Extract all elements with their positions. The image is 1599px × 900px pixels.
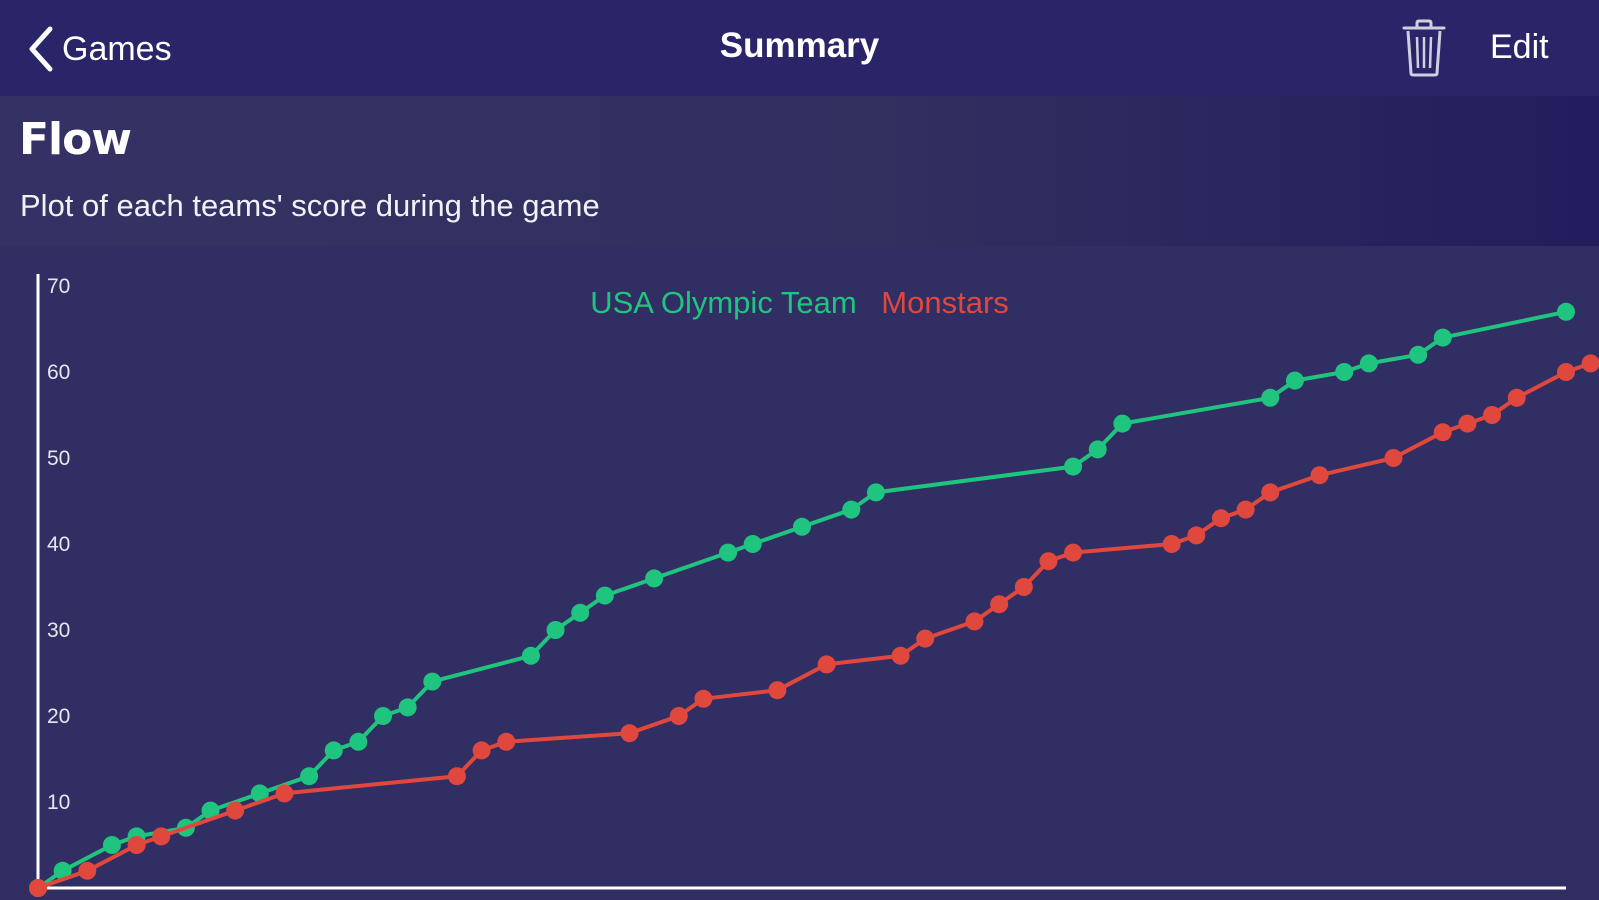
y-tick-label: 30 [47, 619, 70, 642]
data-point [1285, 371, 1304, 390]
chart-svg: 10 20 30 40 50 60 70 [29, 274, 1599, 897]
data-point [1187, 526, 1206, 545]
legend-item-monstars: Monstars [881, 285, 1009, 320]
data-point [965, 612, 984, 631]
data-point [1409, 345, 1428, 364]
data-point [226, 801, 245, 820]
data-point [1261, 483, 1280, 502]
data-point [1384, 449, 1403, 467]
data-point [521, 646, 540, 665]
data-point [620, 724, 639, 743]
legend-item-usa-olympic-team: USA Olympic Team [590, 285, 857, 320]
data-point [571, 603, 590, 622]
y-tick-label: 20 [47, 705, 70, 728]
data-point [768, 681, 787, 700]
data-point [719, 543, 738, 562]
series-line-1 [36, 309, 1568, 890]
data-point [1039, 552, 1058, 571]
data-point [324, 741, 343, 760]
flow-chart: 10 20 30 40 50 60 70 USA Olympic Team Monstars [0, 246, 1599, 900]
data-point [349, 732, 368, 751]
chart-legend: USA Olympic Team Monstars [0, 285, 1599, 321]
data-point [1064, 543, 1083, 562]
data-point [127, 836, 146, 854]
data-point [990, 595, 1009, 614]
y-tick-label: 10 [47, 791, 70, 814]
nav-bar: Games Summary Edit [0, 0, 1599, 96]
y-tick-label: 60 [47, 361, 70, 384]
data-point [472, 741, 491, 760]
data-point [645, 569, 664, 588]
chevron-left-icon [29, 26, 53, 72]
data-point [1507, 388, 1526, 407]
data-point [78, 861, 97, 880]
data-point [374, 707, 393, 725]
trash-icon [1402, 19, 1446, 77]
data-point [743, 535, 762, 553]
data-point [423, 672, 442, 691]
data-point [1433, 328, 1452, 347]
data-point [916, 629, 935, 648]
data-point [546, 621, 565, 639]
data-point [1113, 414, 1132, 433]
data-point [1483, 406, 1502, 424]
data-point [300, 767, 319, 786]
data-point [1162, 535, 1181, 553]
data-point [595, 586, 614, 605]
data-point [201, 801, 220, 820]
section-title: Flow [19, 114, 132, 165]
back-label: Games [62, 29, 172, 68]
data-point [694, 689, 713, 708]
data-point [793, 517, 811, 536]
section-subtitle: Plot of each teams' score during the gam… [20, 188, 600, 223]
data-point [1064, 457, 1083, 476]
data-point [891, 646, 910, 665]
series-line-2 [36, 361, 1593, 890]
data-point [1458, 414, 1477, 433]
data-point [1236, 500, 1255, 519]
data-point [1261, 388, 1280, 407]
data-point [1211, 509, 1230, 528]
page-title: Summary [719, 26, 880, 65]
data-point [1557, 302, 1575, 321]
data-point [447, 767, 466, 786]
data-point [1433, 423, 1452, 442]
y-tick-label: 50 [47, 447, 70, 470]
section-header: Flow Plot of each teams' score during th… [0, 96, 1599, 246]
data-point [1335, 363, 1354, 381]
data-point [1581, 354, 1599, 373]
data-point [29, 879, 47, 897]
data-point [669, 707, 688, 725]
data-point [398, 698, 417, 717]
data-point [1014, 578, 1033, 596]
back-button[interactable]: Games [26, 22, 172, 76]
data-point [497, 732, 516, 751]
data-point [152, 827, 171, 846]
data-point [1310, 466, 1329, 485]
y-tick-label: 40 [47, 533, 70, 556]
data-point [817, 655, 836, 674]
delete-button[interactable] [1402, 18, 1446, 83]
data-point [102, 836, 121, 854]
data-point [866, 483, 885, 502]
edit-button[interactable]: Edit [1490, 28, 1549, 66]
data-point [1359, 354, 1378, 373]
data-point [275, 784, 294, 803]
data-point [1088, 440, 1107, 459]
data-point [250, 784, 269, 803]
data-point [1557, 363, 1575, 381]
y-tick-label: 70 [47, 275, 70, 298]
data-point [842, 500, 861, 519]
data-point [53, 861, 72, 880]
